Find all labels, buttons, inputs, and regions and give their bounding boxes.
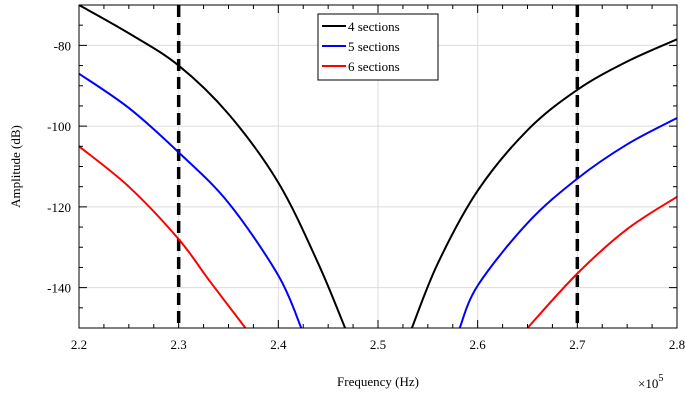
axis-ticks [78,4,678,329]
legend: 4 sections 5 sections 6 sections [317,13,439,81]
x-tick-label: 2.3 [171,337,187,352]
y-axis-label: Amplitude (dB) [8,125,23,208]
legend-entry: 4 sections [348,19,400,34]
y-tick-label: -80 [54,38,71,53]
y-tick-label: -120 [47,200,71,215]
x-tick-label: 2.4 [270,337,287,352]
legend-entry: 5 sections [348,39,400,54]
x-tick-label: 2.8 [669,337,685,352]
x-tick-label: 2.2 [71,337,87,352]
x-axis-exponent-base: ×10 [638,376,658,391]
y-tick-label: -100 [47,119,71,134]
series-lines [79,5,677,328]
x-tick-label: 2.7 [569,337,586,352]
series-line [458,117,677,328]
series-line [79,5,347,328]
x-axis-exponent: ×105 [638,373,663,391]
x-axis-label: Frequency (Hz) [337,374,419,389]
y-tick-label: -140 [47,281,71,296]
series-line [410,38,677,328]
tick-labels: 2.2 2.3 2.4 2.5 2.6 2.7 2.8 -140 -120 -100 -80 [47,38,685,352]
legend-entry: 6 sections [348,59,400,74]
series-line [79,72,303,328]
series-line [526,195,677,328]
x-axis-exponent-power: 5 [658,373,663,384]
x-tick-label: 2.6 [470,337,487,352]
x-tick-label: 2.5 [370,337,386,352]
series-line [79,145,247,328]
